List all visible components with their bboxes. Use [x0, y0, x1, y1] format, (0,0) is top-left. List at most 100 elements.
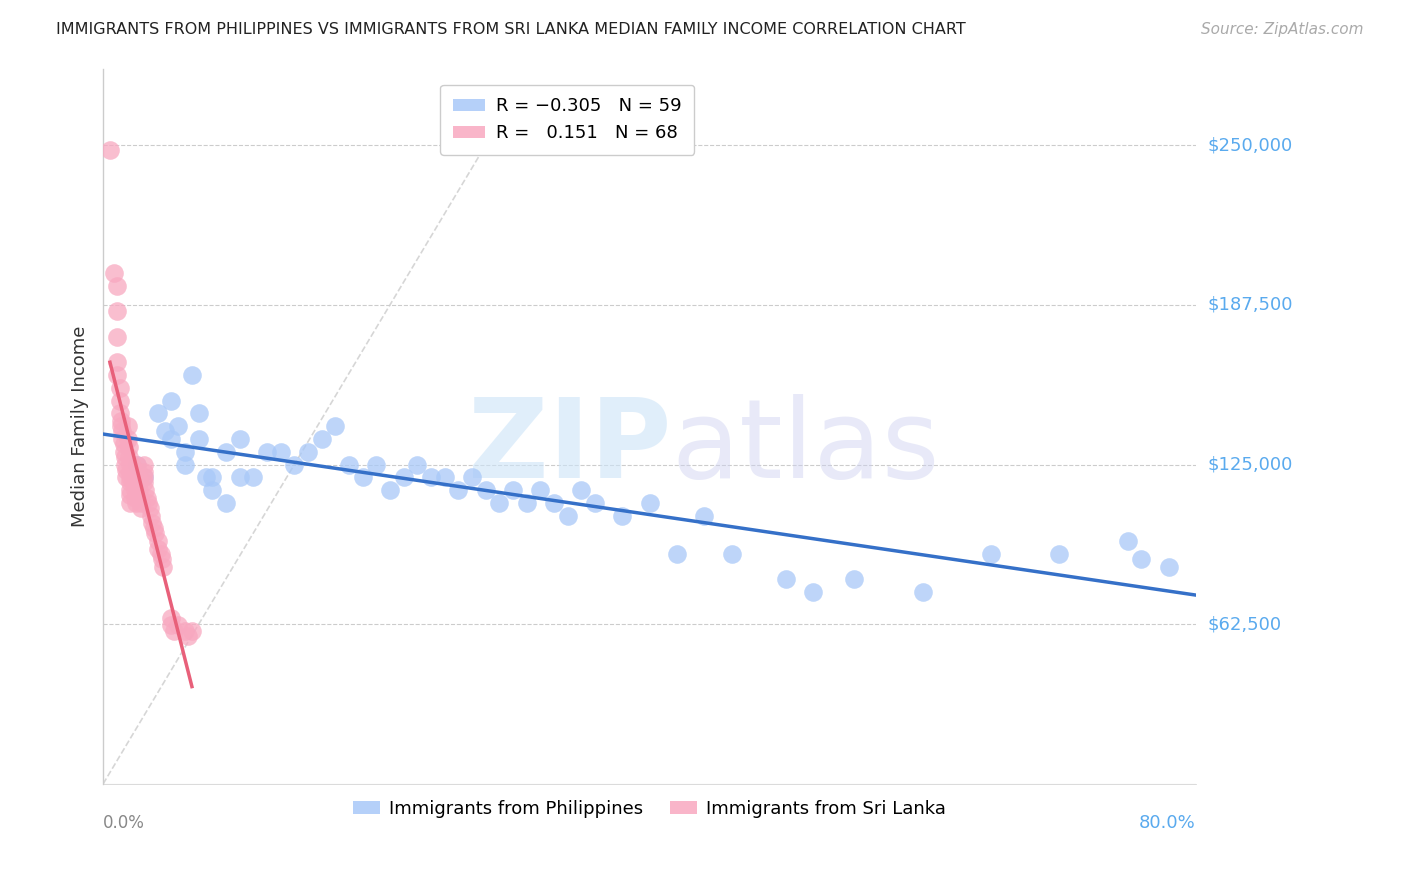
Point	[128, 483, 150, 497]
Point	[139, 508, 162, 523]
Point	[105, 368, 128, 383]
Point	[693, 508, 716, 523]
Point	[297, 444, 319, 458]
Point	[135, 491, 157, 505]
Point	[215, 444, 238, 458]
Text: 80.0%: 80.0%	[1139, 814, 1197, 832]
Point	[194, 470, 217, 484]
Point	[174, 624, 197, 638]
Point	[720, 547, 742, 561]
Text: $250,000: $250,000	[1208, 136, 1292, 154]
Point	[174, 458, 197, 472]
Point	[543, 496, 565, 510]
Point	[132, 475, 155, 490]
Point	[378, 483, 401, 497]
Text: ZIP: ZIP	[468, 394, 672, 501]
Text: Source: ZipAtlas.com: Source: ZipAtlas.com	[1201, 22, 1364, 37]
Point	[638, 496, 661, 510]
Point	[270, 444, 292, 458]
Point	[569, 483, 592, 497]
Point	[105, 304, 128, 318]
Point	[117, 432, 139, 446]
Text: atlas: atlas	[672, 394, 939, 501]
Point	[105, 355, 128, 369]
Point	[181, 624, 204, 638]
Point	[256, 444, 278, 458]
Point	[337, 458, 360, 472]
Point	[146, 541, 169, 556]
Text: $125,000: $125,000	[1208, 456, 1292, 474]
Point	[128, 475, 150, 490]
Point	[122, 470, 145, 484]
Point	[583, 496, 606, 510]
Point	[108, 381, 131, 395]
Point	[122, 475, 145, 490]
Point	[132, 470, 155, 484]
Point	[163, 624, 186, 638]
Point	[1130, 552, 1153, 566]
Point	[149, 547, 172, 561]
Point	[516, 496, 538, 510]
Point	[557, 508, 579, 523]
Point	[911, 585, 934, 599]
Point	[980, 547, 1002, 561]
Point	[120, 496, 142, 510]
Point	[132, 458, 155, 472]
Point	[215, 496, 238, 510]
Point	[127, 470, 149, 484]
Point	[118, 450, 141, 464]
Point	[127, 458, 149, 472]
Point	[110, 419, 132, 434]
Point	[129, 491, 152, 505]
Point	[461, 470, 484, 484]
Point	[120, 475, 142, 490]
Point	[146, 406, 169, 420]
Point	[1157, 559, 1180, 574]
Point	[174, 444, 197, 458]
Point	[167, 419, 190, 434]
Text: IMMIGRANTS FROM PHILIPPINES VS IMMIGRANTS FROM SRI LANKA MEDIAN FAMILY INCOME CO: IMMIGRANTS FROM PHILIPPINES VS IMMIGRANT…	[56, 22, 966, 37]
Point	[136, 496, 159, 510]
Point	[127, 458, 149, 472]
Point	[105, 330, 128, 344]
Point	[229, 470, 252, 484]
Point	[167, 618, 190, 632]
Legend: Immigrants from Philippines, Immigrants from Sri Lanka: Immigrants from Philippines, Immigrants …	[346, 792, 953, 825]
Point	[420, 470, 443, 484]
Point	[111, 432, 134, 446]
Point	[352, 470, 374, 484]
Point	[242, 470, 264, 484]
Point	[134, 483, 156, 497]
Point	[115, 470, 138, 484]
Point	[177, 629, 200, 643]
Point	[325, 419, 347, 434]
Point	[131, 496, 153, 510]
Point	[117, 419, 139, 434]
Point	[120, 488, 142, 502]
Point	[125, 496, 148, 510]
Point	[775, 573, 797, 587]
Text: $187,500: $187,500	[1208, 296, 1292, 314]
Point	[142, 521, 165, 535]
Point	[110, 414, 132, 428]
Point	[131, 500, 153, 515]
Point	[120, 483, 142, 497]
Point	[201, 483, 224, 497]
Text: 0.0%: 0.0%	[103, 814, 145, 832]
Point	[114, 458, 136, 472]
Point	[160, 618, 183, 632]
Point	[124, 483, 146, 497]
Point	[118, 440, 141, 454]
Point	[121, 458, 143, 472]
Point	[138, 500, 160, 515]
Point	[160, 611, 183, 625]
Point	[406, 458, 429, 472]
Point	[132, 465, 155, 479]
Text: $62,500: $62,500	[1208, 615, 1281, 633]
Y-axis label: Median Family Income: Median Family Income	[72, 326, 89, 527]
Point	[141, 516, 163, 531]
Point	[366, 458, 388, 472]
Point	[474, 483, 496, 497]
Point	[181, 368, 204, 383]
Point	[146, 534, 169, 549]
